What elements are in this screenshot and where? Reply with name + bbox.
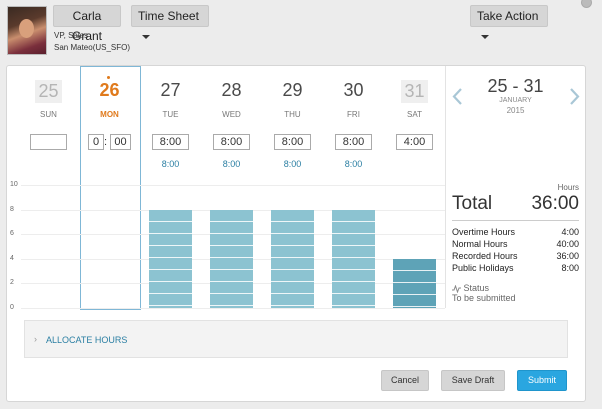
total-label: Total xyxy=(452,193,493,214)
gridline xyxy=(21,308,445,309)
minutes-input[interactable]: 00 xyxy=(110,134,131,150)
cancel-button[interactable]: Cancel xyxy=(381,370,429,391)
close-icon[interactable] xyxy=(581,0,592,8)
day-number: 27 xyxy=(160,80,181,100)
y-tick-label: 2 xyxy=(10,279,14,286)
day-number: 29 xyxy=(282,80,303,100)
view-dropdown[interactable]: Time Sheet xyxy=(131,5,209,39)
day-of-week: THU xyxy=(284,110,301,119)
top-bar: Carla Grant VP, Sales San Mateo(US_SFO) … xyxy=(0,0,602,62)
today-marker xyxy=(107,76,110,79)
bar-sat xyxy=(393,258,436,308)
y-tick-label: 6 xyxy=(10,230,14,237)
chevron-right-icon[interactable] xyxy=(570,88,580,105)
divider xyxy=(452,220,579,221)
day-number: 30 xyxy=(343,80,364,100)
day-of-week: FRI xyxy=(347,110,360,119)
recorded-hours: 8:00 xyxy=(344,159,363,169)
hours-input[interactable]: 0 xyxy=(88,134,104,150)
y-tick-label: 4 xyxy=(10,255,14,262)
hours-input[interactable]: 8:00 xyxy=(274,134,311,150)
day-of-week: TUE xyxy=(162,110,179,119)
hours-label: Hours xyxy=(557,183,579,192)
hours-input[interactable]: 8:00 xyxy=(152,134,189,150)
chevron-down-icon xyxy=(481,34,489,39)
take-action-dropdown[interactable]: Take Action xyxy=(470,5,548,39)
recorded-hours: 8:00 xyxy=(222,159,241,169)
chevron-left-icon[interactable] xyxy=(452,88,462,105)
y-tick-label: 0 xyxy=(10,304,14,311)
user-avatar[interactable] xyxy=(7,6,47,55)
day-number: 25 xyxy=(18,80,79,103)
summary-panel: 25 - 31 JANUARY 2015 Hours Total 36:00 O… xyxy=(446,66,585,308)
submit-button[interactable]: Submit xyxy=(517,370,567,391)
date-range: 25 - 31 xyxy=(487,76,544,96)
day-of-week: SAT xyxy=(407,110,422,119)
hours-input[interactable]: 8:00 xyxy=(213,134,250,150)
recorded-hours: 8:00 xyxy=(283,159,302,169)
recorded-hours: 8:00 xyxy=(161,159,180,169)
user-name: Carla Grant xyxy=(71,9,102,43)
hours-chart: 10 8 6 4 2 0 xyxy=(7,181,445,311)
chevron-right-icon: › xyxy=(34,334,37,344)
summary-row-holidays: Public Holidays 8:00 xyxy=(452,263,579,273)
summary-row-normal: Normal Hours 40:00 xyxy=(452,239,579,249)
bar-fri xyxy=(332,209,375,308)
user-name-button[interactable]: Carla Grant xyxy=(53,5,121,43)
bar-tue xyxy=(149,209,192,308)
allocate-hours-label: ALLOCATE HOURS xyxy=(46,335,128,345)
hours-input[interactable]: 8:00 xyxy=(335,134,372,150)
y-tick-label: 8 xyxy=(10,206,14,213)
day-of-week: SUN xyxy=(40,110,57,119)
user-role: VP, Sales xyxy=(54,31,89,40)
total-value: 36:00 xyxy=(531,193,579,214)
allocate-hours-section[interactable]: › ALLOCATE HOURS xyxy=(24,320,568,358)
hours-input[interactable]: 4:00 xyxy=(396,134,433,150)
day-of-week: WED xyxy=(222,110,241,119)
hours-input[interactable] xyxy=(30,134,67,150)
chevron-down-icon xyxy=(142,34,150,39)
save-draft-button[interactable]: Save Draft xyxy=(441,370,505,391)
y-tick-label: 10 xyxy=(10,181,18,188)
activity-icon xyxy=(452,284,461,294)
selected-day-highlight xyxy=(80,66,141,310)
day-number: 31 xyxy=(384,80,445,103)
day-of-week: MON xyxy=(100,110,119,119)
day-number: 28 xyxy=(221,80,242,100)
gridline xyxy=(21,185,445,186)
divider xyxy=(445,66,446,308)
bar-thu xyxy=(271,209,314,308)
year-label: 2015 xyxy=(506,106,525,115)
timesheet-panel: 25 SUN 26 MON 0 : 00 27 TUE 8:00 8:00 28… xyxy=(6,65,586,402)
summary-row-overtime: Overtime Hours 4:00 xyxy=(452,227,579,237)
month-label: JANUARY xyxy=(499,97,532,104)
status-value: To be submitted xyxy=(452,293,516,303)
bar-wed xyxy=(210,209,253,308)
view-dropdown-label: Time Sheet xyxy=(138,9,199,23)
day-number: 26 xyxy=(99,80,120,100)
take-action-label: Take Action xyxy=(477,9,539,23)
user-location: San Mateo(US_SFO) xyxy=(54,43,131,52)
status-label: Status xyxy=(452,283,489,294)
time-separator: : xyxy=(104,136,108,148)
summary-row-recorded: Recorded Hours 36:00 xyxy=(452,251,579,261)
